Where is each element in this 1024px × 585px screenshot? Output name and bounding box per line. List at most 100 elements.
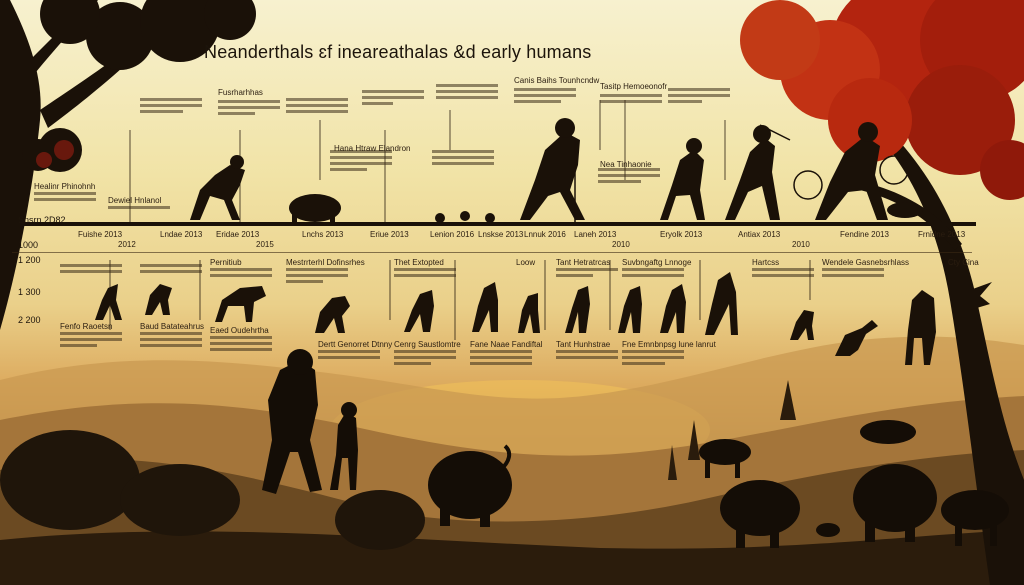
text-block bbox=[556, 350, 618, 362]
date-label: Antiax 2013 bbox=[738, 230, 781, 239]
mid-heading-8: Wendele Gasnebsrhlass bbox=[822, 258, 910, 267]
mid-heading-1: Pernitiub bbox=[210, 258, 242, 267]
mid-heading-3: Thet Extopted bbox=[394, 258, 444, 267]
text-block bbox=[432, 150, 494, 168]
tools bbox=[574, 124, 909, 222]
date-label: Fuishe 2013 bbox=[78, 230, 123, 239]
text-block bbox=[140, 332, 202, 350]
top-heading-3: Tasitp Hemoeonofr bbox=[600, 82, 668, 91]
text-block bbox=[822, 268, 884, 280]
text-block bbox=[34, 192, 96, 204]
date-label: 2012 bbox=[118, 240, 136, 249]
date-label: Eridae 2013 bbox=[216, 230, 260, 239]
top-heading-1: Fusrharhhas bbox=[218, 88, 263, 97]
text-block bbox=[318, 350, 380, 362]
date-label: Laneh 2013 bbox=[574, 230, 617, 239]
note-1: Healinr Phinohnh bbox=[34, 182, 96, 191]
bottom-heading-6: Fane Naae Fandiftal bbox=[470, 340, 543, 349]
animal-figure bbox=[215, 286, 266, 322]
text-block bbox=[598, 168, 660, 186]
text-block bbox=[286, 268, 348, 286]
hominid-figure-5 bbox=[815, 136, 888, 220]
hominid-figure-3 bbox=[660, 150, 705, 220]
hominid-figure-1 bbox=[190, 165, 245, 220]
date-label: Lndae 2013 bbox=[160, 230, 203, 239]
note-4: Nea Tinhaonie bbox=[600, 160, 652, 169]
text-block bbox=[210, 336, 272, 354]
top-heading-2: Canis Baihs Tounhcndw bbox=[514, 76, 600, 85]
timeline-axis bbox=[12, 222, 976, 226]
scale-label-4: 2 200 bbox=[18, 315, 41, 325]
text-block bbox=[556, 268, 618, 280]
left-tree-red-leaves bbox=[36, 140, 74, 168]
bottom-heading-1: Fenfo Raoetsn bbox=[60, 322, 113, 331]
text-block bbox=[668, 88, 730, 106]
date-label: Lnchs 2013 bbox=[302, 230, 344, 239]
text-block bbox=[60, 332, 122, 350]
hominid-figure-2 bbox=[520, 132, 585, 220]
text-block bbox=[600, 94, 662, 106]
mid-heading-2: Mestrrterhl Dofinsrhes bbox=[286, 258, 365, 267]
text-block bbox=[218, 100, 280, 118]
bottom-heading-8: Fne Emnbnpsg lune lanrut bbox=[622, 340, 716, 349]
text-block bbox=[286, 98, 348, 116]
middle-figures bbox=[95, 272, 992, 365]
scale-label-0: Snsrn 2D82 bbox=[18, 215, 66, 225]
date-label: Eryolk 2013 bbox=[660, 230, 703, 239]
scale-label-3: 1 300 bbox=[18, 287, 41, 297]
text-block bbox=[514, 88, 576, 106]
bottom-heading-3: Eaed Oudehrtha bbox=[210, 326, 269, 335]
date-label: Eriue 2013 bbox=[370, 230, 409, 239]
timeline-figures bbox=[190, 118, 923, 224]
scale-label-1: 1000 bbox=[18, 240, 39, 250]
date-label: Frnidne 2013 bbox=[918, 230, 966, 239]
date-label: Fendine 2013 bbox=[840, 230, 889, 239]
foreground-ground bbox=[0, 530, 1024, 585]
bottom-heading-2: Baud Batateahrus bbox=[140, 322, 205, 331]
text-block bbox=[140, 264, 202, 276]
neanderthal-figure bbox=[262, 360, 322, 494]
text-block bbox=[362, 90, 424, 108]
date-label: 2015 bbox=[256, 240, 274, 249]
text-block bbox=[60, 264, 122, 276]
text-block bbox=[394, 350, 456, 368]
mid-heading-7: Hartcss bbox=[752, 258, 780, 267]
bottom-heading-7: Tant Hunhstrae bbox=[556, 340, 611, 349]
date-label: Lenion 2016 bbox=[430, 230, 475, 239]
text-block bbox=[436, 84, 498, 102]
bird-figure bbox=[835, 320, 878, 356]
date-label: Lnnuk 2016 bbox=[524, 230, 566, 239]
text-block bbox=[752, 268, 814, 280]
text-block bbox=[470, 350, 532, 368]
text-block bbox=[210, 268, 272, 280]
mammoth-figure-2 bbox=[720, 480, 800, 536]
text-block bbox=[622, 268, 684, 280]
text-block bbox=[394, 268, 456, 280]
left-bushes bbox=[0, 430, 425, 550]
mid-heading-4: Loow bbox=[516, 258, 536, 267]
foreground-figures bbox=[262, 349, 1009, 548]
child-figure bbox=[330, 412, 358, 490]
bottom-heading-4: Dertt Genorret Dtnny bbox=[318, 340, 393, 349]
bottom-heading-5: Cenrg Saustlomtre bbox=[394, 340, 461, 349]
mid-heading-6: Suvbngaftg Lnnoge bbox=[622, 258, 692, 267]
text-block bbox=[330, 150, 392, 174]
note-2: Dewiel Hnlanol bbox=[108, 196, 162, 205]
row-divider bbox=[12, 252, 972, 253]
bear-figure bbox=[289, 194, 341, 222]
leader-lines bbox=[109, 100, 811, 340]
mid-heading-5: Tant Hetratrcas bbox=[556, 258, 611, 267]
scale-label-2: 1 200 bbox=[18, 255, 41, 265]
text-block bbox=[622, 350, 684, 368]
mid-heading-9: Cty Cina bbox=[948, 258, 979, 267]
date-label: 2010 bbox=[792, 240, 810, 249]
date-label: 2010 bbox=[612, 240, 630, 249]
hominid-figure-4 bbox=[725, 138, 780, 220]
cypress-trees bbox=[668, 380, 796, 480]
page-title: Neanderthals ɛf ineareathalas &d early h… bbox=[204, 42, 592, 62]
note-3: Hana Htraw Elandron bbox=[334, 144, 411, 153]
text-block bbox=[108, 206, 170, 212]
date-label: Lnskse 2013 bbox=[478, 230, 524, 239]
